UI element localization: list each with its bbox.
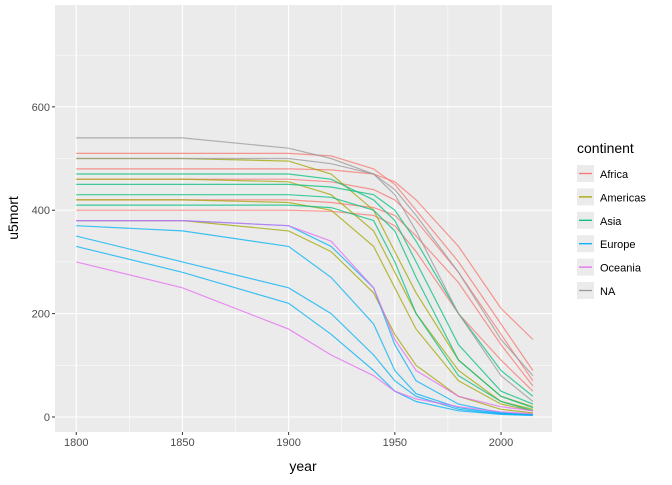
- series-line-americas: [76, 199, 534, 412]
- x-tick-label: 1900: [276, 437, 300, 449]
- x-axis-label: year: [289, 458, 317, 474]
- series-line-africa: [76, 178, 534, 382]
- x-tick-label: 1850: [170, 437, 194, 449]
- series-line-europe: [76, 235, 533, 416]
- series-line-oceania: [76, 220, 533, 412]
- legend-label: Oceania: [600, 263, 642, 275]
- series-line-asia: [76, 173, 534, 405]
- x-tick-label: 1800: [64, 437, 88, 449]
- series-line-africa: [76, 152, 534, 371]
- y-tick-label: 200: [32, 309, 50, 321]
- y-tick-label: 600: [32, 102, 50, 114]
- series-line-africa: [76, 168, 534, 340]
- y-tick-label: 0: [44, 412, 50, 424]
- legend-label: Europe: [600, 239, 635, 251]
- series-line-asia: [76, 194, 534, 409]
- panel-background: [55, 5, 552, 432]
- x-tick-label: 2000: [489, 437, 513, 449]
- series-line-oceania: [76, 261, 533, 415]
- y-tick-label: 400: [32, 205, 50, 217]
- legend: continent Africa Americas Asia Europe Oceani…: [577, 140, 646, 299]
- series-line-asia: [76, 204, 534, 412]
- series-line-asia: [76, 183, 534, 397]
- x-tick-label: 1950: [383, 437, 407, 449]
- legend-label: Asia: [600, 216, 622, 228]
- y-axis-label: u5mort: [5, 196, 21, 240]
- axes: 1800 1850 1900 1950 2000 0 200 400 600: [32, 102, 514, 449]
- series-lines: [76, 137, 534, 417]
- series-line-europe: [76, 225, 533, 416]
- legend-label: Americas: [600, 192, 646, 204]
- series-line-europe: [76, 245, 533, 417]
- legend-title: continent: [577, 140, 634, 156]
- series-line-americas: [76, 178, 534, 410]
- series-line-na: [76, 157, 534, 377]
- series-line-africa: [76, 199, 534, 387]
- series-line-na: [76, 137, 534, 402]
- legend-label: NA: [600, 286, 616, 298]
- legend-label: Africa: [600, 169, 629, 181]
